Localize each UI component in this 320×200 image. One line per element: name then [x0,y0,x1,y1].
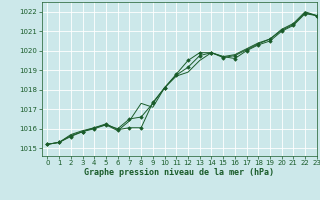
X-axis label: Graphe pression niveau de la mer (hPa): Graphe pression niveau de la mer (hPa) [84,168,274,177]
